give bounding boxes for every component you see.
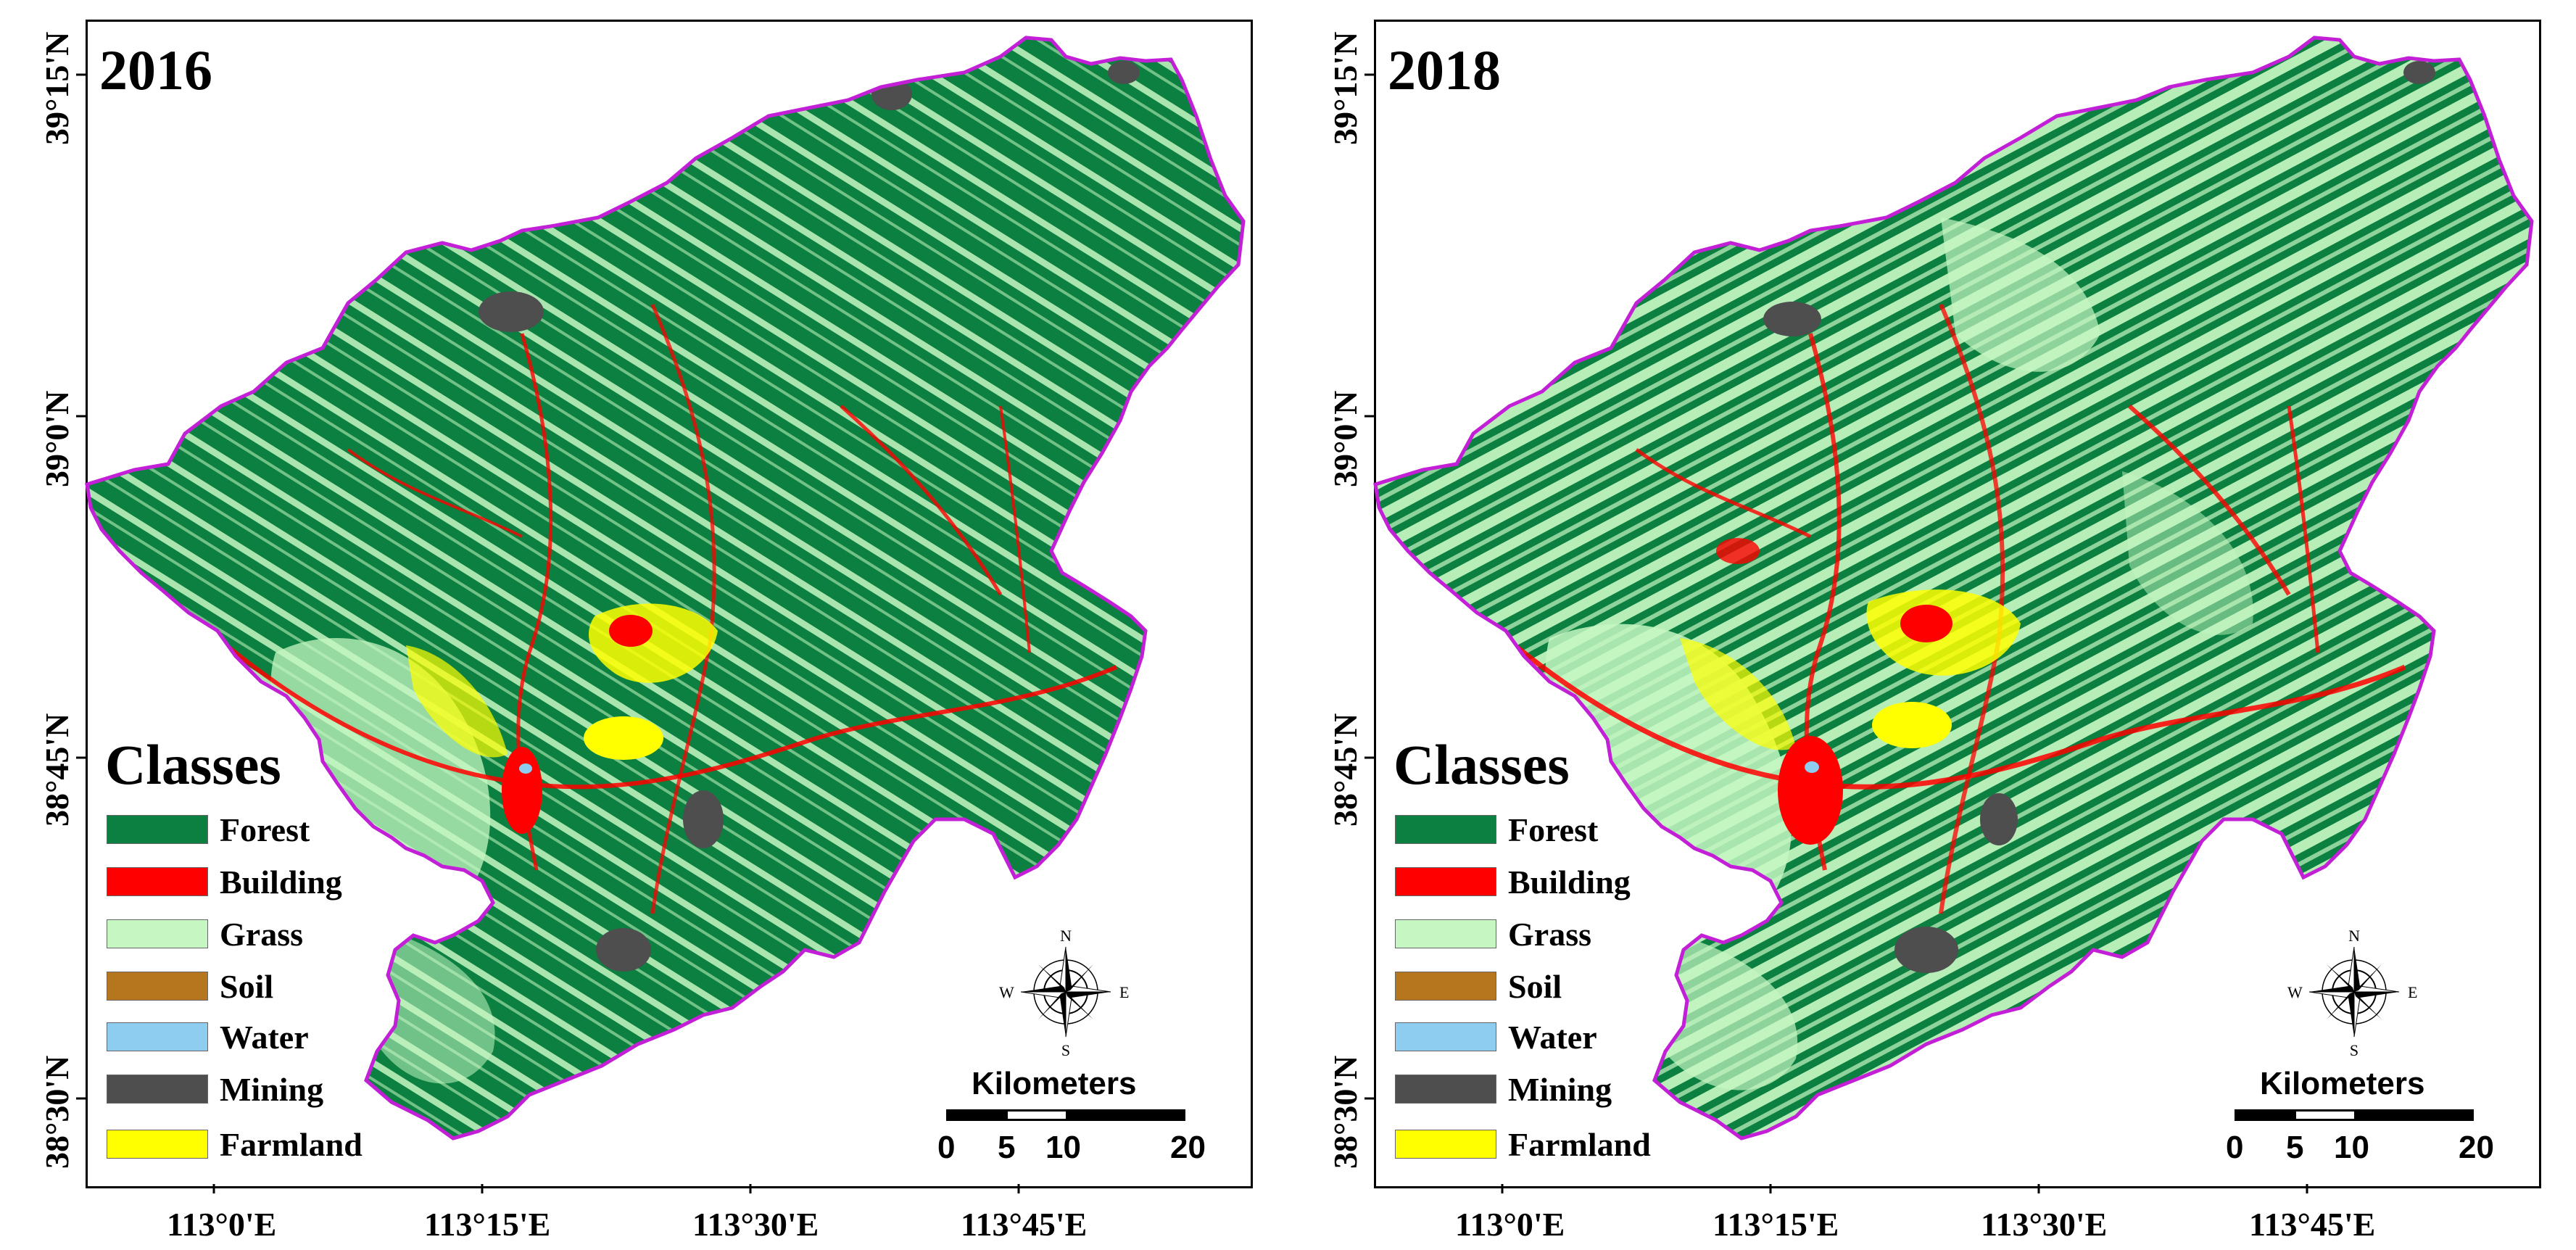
lat-ticks	[76, 73, 86, 1100]
scale-tick-20: 20	[2459, 1130, 2494, 1165]
legend-swatch	[1395, 1075, 1496, 1104]
legend-label: Mining	[220, 1070, 324, 1108]
scale-tick-5: 5	[2286, 1130, 2304, 1165]
lon-label-1: 113°0'E	[1455, 1206, 1565, 1243]
legend-item-building: Building	[107, 863, 342, 901]
legend-item-grass: Grass	[107, 915, 303, 953]
lon-label-4: 113°45'E	[2249, 1206, 2376, 1243]
legend-title: Classes	[105, 733, 281, 796]
legend-label: Building	[220, 863, 342, 901]
lon-label-3: 113°30'E	[692, 1206, 819, 1243]
compass-s: S	[1061, 1041, 1070, 1059]
legend-item-forest: Forest	[107, 811, 310, 848]
legend-label: Water	[1508, 1018, 1597, 1056]
lon-label-3: 113°30'E	[1981, 1206, 2108, 1243]
legend-item-water: Water	[1395, 1018, 1597, 1056]
compass-e: E	[2408, 983, 2417, 1001]
compass-icon: N S E W	[999, 927, 1129, 1059]
lat-label-2: 39°0'N	[38, 390, 75, 487]
scale-bar	[946, 1109, 1185, 1121]
lat-label-4: 38°30'N	[38, 1055, 75, 1169]
legend-item-water: Water	[107, 1018, 309, 1056]
lon-label-4: 113°45'E	[961, 1206, 1088, 1243]
legend-swatch	[1395, 1022, 1496, 1051]
lat-label-3: 38°45'N	[38, 713, 75, 827]
legend-swatch	[107, 972, 208, 1001]
scale-bar	[2235, 1109, 2474, 1121]
lon-ticks	[212, 1184, 1020, 1193]
lat-label-2: 39°0'N	[1327, 390, 1364, 487]
legend-label: Soil	[220, 967, 274, 1005]
lon-ticks	[1501, 1184, 2308, 1193]
legend-title: Classes	[1393, 733, 1570, 796]
legend-item-building: Building	[1395, 863, 1631, 901]
land-cover-map: N S E W	[76, 36, 1246, 1193]
lon-label-1: 113°0'E	[167, 1206, 277, 1243]
legend-swatch	[107, 1022, 208, 1051]
scale-tick-5: 5	[998, 1130, 1016, 1165]
legend-label: Farmland	[1508, 1125, 1651, 1163]
legend-swatch	[107, 1075, 208, 1104]
compass-w: W	[2287, 983, 2303, 1001]
scale-title: Kilometers	[2260, 1066, 2425, 1101]
legend-label: Grass	[1508, 915, 1591, 953]
legend-label: Forest	[1508, 811, 1599, 848]
year-label: 2016	[99, 38, 212, 102]
lat-label-3: 38°45'N	[1327, 713, 1364, 827]
compass-w: W	[999, 983, 1014, 1001]
scale-tick-20: 20	[1170, 1130, 1206, 1165]
map-panel-2016: N S E W 2016 39°15'N 39°0'N 38°45'N 38°3…	[38, 20, 1253, 1243]
legend-label: Farmland	[220, 1125, 363, 1163]
scale-tick-0: 0	[2226, 1130, 2244, 1165]
legend-swatch	[107, 919, 208, 948]
legend-swatch	[107, 815, 208, 844]
legend-item-grass: Grass	[1395, 915, 1591, 953]
legend-label: Building	[1508, 863, 1631, 901]
legend-swatch	[1395, 972, 1496, 1001]
year-label: 2018	[1388, 38, 1501, 102]
legend-swatch	[1395, 1130, 1496, 1159]
legend-label: Water	[220, 1018, 309, 1056]
scale-tick-0: 0	[937, 1130, 956, 1165]
legend-item-mining: Mining	[107, 1070, 324, 1108]
lat-label-4: 38°30'N	[1327, 1055, 1364, 1169]
legend-label: Mining	[1508, 1070, 1612, 1108]
legend-item-farmland: Farmland	[107, 1125, 363, 1163]
legend-swatch	[107, 867, 208, 896]
compass-n: N	[2348, 927, 2360, 945]
legend-label: Soil	[1508, 967, 1562, 1005]
lat-ticks	[1364, 73, 1374, 1100]
legend-swatch	[1395, 815, 1496, 844]
compass-e: E	[1119, 983, 1129, 1001]
lat-label-1: 39°15'N	[1327, 31, 1364, 145]
legend-swatch	[1395, 919, 1496, 948]
compass-icon: N S E W	[2287, 927, 2417, 1059]
lat-label-1: 39°15'N	[38, 31, 75, 145]
legend-swatch	[107, 1130, 208, 1159]
lon-label-2: 113°15'E	[424, 1206, 551, 1243]
legend-item-soil: Soil	[1395, 967, 1562, 1005]
scale-tick-10: 10	[2334, 1130, 2369, 1165]
land-cover-map: N S E W	[1364, 36, 2534, 1193]
scale-title: Kilometers	[972, 1066, 1137, 1101]
legend-label: Grass	[220, 915, 303, 953]
legend-label: Forest	[220, 811, 310, 848]
study-area-boundary	[85, 36, 1246, 1141]
legend-item-mining: Mining	[1395, 1070, 1612, 1108]
map-panel-2018: N S E W 2018 39°15'N 39°0'N 38°45'N 38°3…	[1288, 0, 2576, 1250]
legend-item-forest: Forest	[1395, 811, 1599, 848]
compass-s: S	[2350, 1041, 2358, 1059]
study-area-boundary	[1373, 36, 2534, 1141]
scale-tick-10: 10	[1045, 1130, 1081, 1165]
lon-label-2: 113°15'E	[1712, 1206, 1839, 1243]
legend-item-farmland: Farmland	[1395, 1125, 1651, 1163]
compass-n: N	[1060, 927, 1072, 945]
legend-swatch	[1395, 867, 1496, 896]
legend-item-soil: Soil	[107, 967, 274, 1005]
